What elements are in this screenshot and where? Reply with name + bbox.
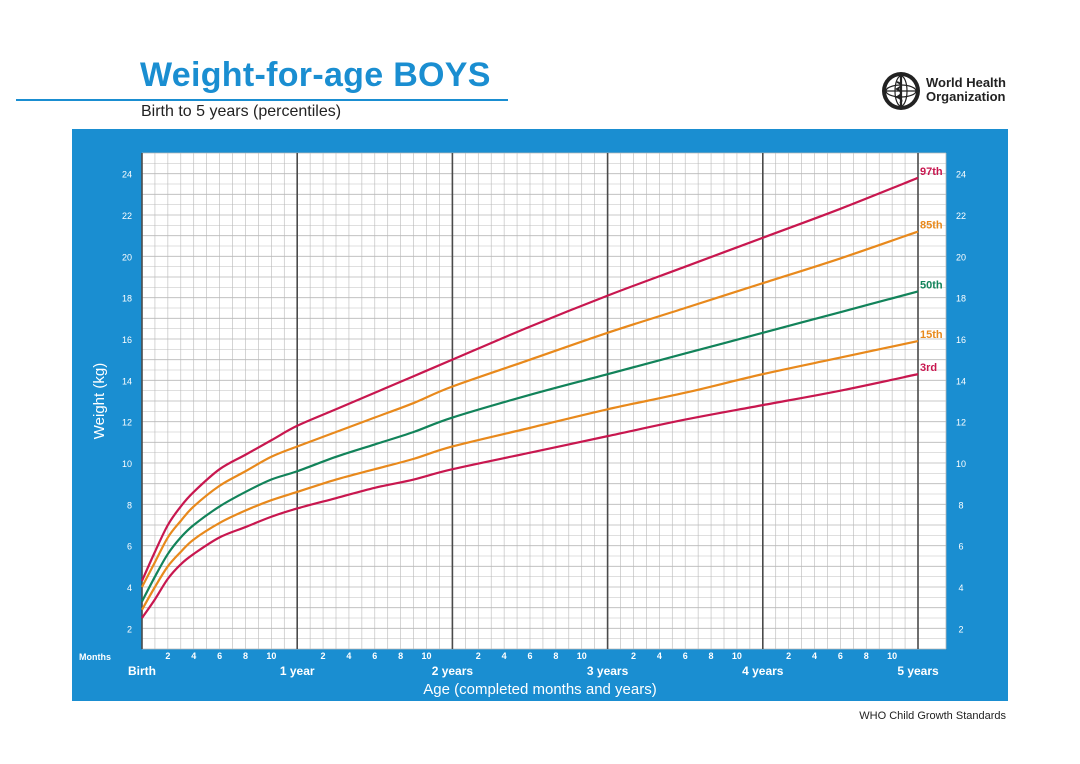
series-label-50th: 50th [920, 279, 943, 291]
y-tick-left: 12 [122, 418, 132, 428]
x-month-tick: 4 [191, 651, 196, 661]
y-tick-right: 6 [958, 542, 963, 552]
percentile-curve-85th [141, 230, 919, 588]
x-month-tick: 4 [502, 651, 507, 661]
who-logo: World Health Organization [880, 70, 1010, 112]
percentile-curve-97th [140, 176, 919, 582]
major-gridlines [141, 153, 919, 649]
x-month-tick: 10 [422, 651, 432, 661]
title-divider [16, 99, 508, 101]
y-tick-left: 4 [127, 583, 132, 593]
series-label-3rd: 3rd [920, 362, 937, 374]
percentile-labels: 97th 85th 50th 15th 3rd [920, 166, 943, 374]
x-month-tick: 2 [321, 651, 326, 661]
x-month-tick: 2 [631, 651, 636, 661]
x-year-tick: 1 year [280, 664, 315, 678]
x-month-tick: 2 [165, 651, 170, 661]
x-month-tick: 6 [217, 651, 222, 661]
percentile-curve-3rd [141, 373, 919, 619]
who-name-line2: Organization [926, 89, 1006, 104]
x-month-tick: 6 [372, 651, 377, 661]
x-year-tick: 5 years [897, 664, 939, 678]
x-month-tick: 6 [527, 651, 532, 661]
page-title: Weight-for-age BOYS [140, 56, 491, 94]
x-month-tick: 6 [838, 651, 843, 661]
x-month-tick: 8 [553, 651, 558, 661]
y-tick-right: 2 [958, 624, 963, 634]
y-tick-left: 20 [122, 252, 132, 262]
months-unit-label: Months [79, 652, 111, 662]
x-month-tick: 4 [657, 651, 662, 661]
x-month-tick: 4 [346, 651, 351, 661]
who-name: World Health Organization [926, 76, 1006, 104]
y-tick-right: 16 [956, 335, 966, 345]
y-tick-left: 6 [127, 542, 132, 552]
x-month-tick: 2 [786, 651, 791, 661]
minor-gridlines [142, 152, 947, 650]
y-tick-left: 10 [122, 459, 132, 469]
who-emblem-icon [882, 72, 920, 110]
x-year-tick: 2 years [432, 664, 474, 678]
x-month-tick: 8 [398, 651, 403, 661]
x-month-tick: 8 [864, 651, 869, 661]
x-month-tick: 4 [812, 651, 817, 661]
footer-source: WHO Child Growth Standards [859, 710, 1006, 722]
x-month-tick: 10 [732, 651, 742, 661]
page-subtitle: Birth to 5 years (percentiles) [141, 103, 342, 120]
y-tick-right: 4 [958, 583, 963, 593]
y-axis-label: Weight (kg) [91, 363, 108, 439]
series-label-15th: 15th [920, 329, 943, 341]
y-tick-left: 16 [122, 335, 132, 345]
x-month-tick: 6 [683, 651, 688, 661]
who-name-line1: World Health [926, 75, 1006, 90]
y-tick-right: 8 [958, 500, 963, 510]
y-tick-left: 24 [122, 170, 132, 180]
y-tick-right: 10 [956, 459, 966, 469]
percentile-curve-15th [141, 339, 919, 611]
y-tick-right: 18 [956, 294, 966, 304]
x-year-tick: 4 years [742, 664, 784, 678]
percentile-curves [140, 176, 919, 619]
y-tick-left: 2 [127, 624, 132, 634]
y-tick-right: 14 [956, 376, 966, 386]
y-tick-left: 22 [122, 211, 132, 221]
x-month-tick: 8 [709, 651, 714, 661]
series-label-85th: 85th [920, 220, 943, 232]
y-tick-right: 24 [956, 170, 966, 180]
x-month-tick: 10 [266, 651, 276, 661]
x-month-tick: 10 [887, 651, 897, 661]
y-tick-right: 20 [956, 252, 966, 262]
x-month-tick: 2 [476, 651, 481, 661]
y-tick-left: 8 [127, 500, 132, 510]
percentile-curve-50th [141, 290, 919, 602]
y-tick-left: 14 [122, 376, 132, 386]
x-axis-label: Age (completed months and years) [423, 681, 656, 698]
x-month-tick: 10 [577, 651, 587, 661]
x-year-tick: 3 years [587, 664, 629, 678]
x-year-tick: Birth [128, 664, 156, 678]
y-tick-right: 12 [956, 418, 966, 428]
y-tick-left: 18 [122, 294, 132, 304]
series-label-97th: 97th [920, 166, 943, 178]
y-tick-right: 22 [956, 211, 966, 221]
x-month-tick: 8 [243, 651, 248, 661]
